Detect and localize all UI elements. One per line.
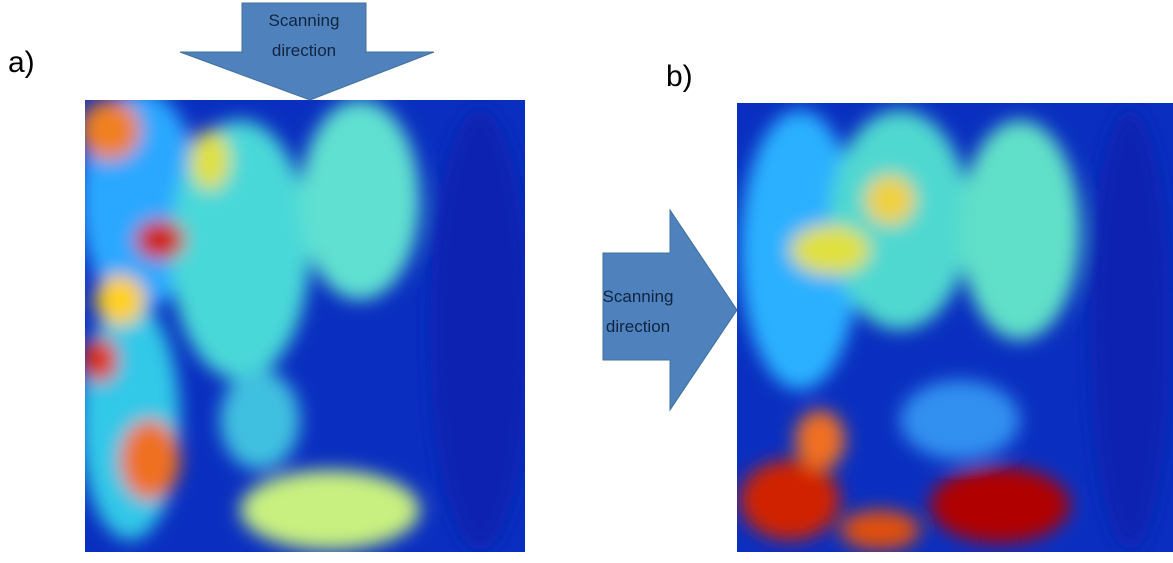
heatmap-a	[80, 90, 530, 552]
heatmap-b	[737, 103, 1173, 552]
panel-label: b)	[666, 60, 693, 93]
arrow-text: direction	[272, 41, 336, 60]
arrow-right	[603, 210, 737, 410]
panel-label: a)	[8, 46, 35, 79]
figure: Scanning direction Scanning direction a)…	[0, 0, 1173, 558]
arrow-text: Scanning	[603, 287, 674, 306]
page: {"panels": [ {"label": "a)", "arrow": {"…	[0, 0, 1173, 563]
arrow-text: Scanning	[269, 11, 340, 30]
arrow-text: direction	[606, 317, 670, 336]
